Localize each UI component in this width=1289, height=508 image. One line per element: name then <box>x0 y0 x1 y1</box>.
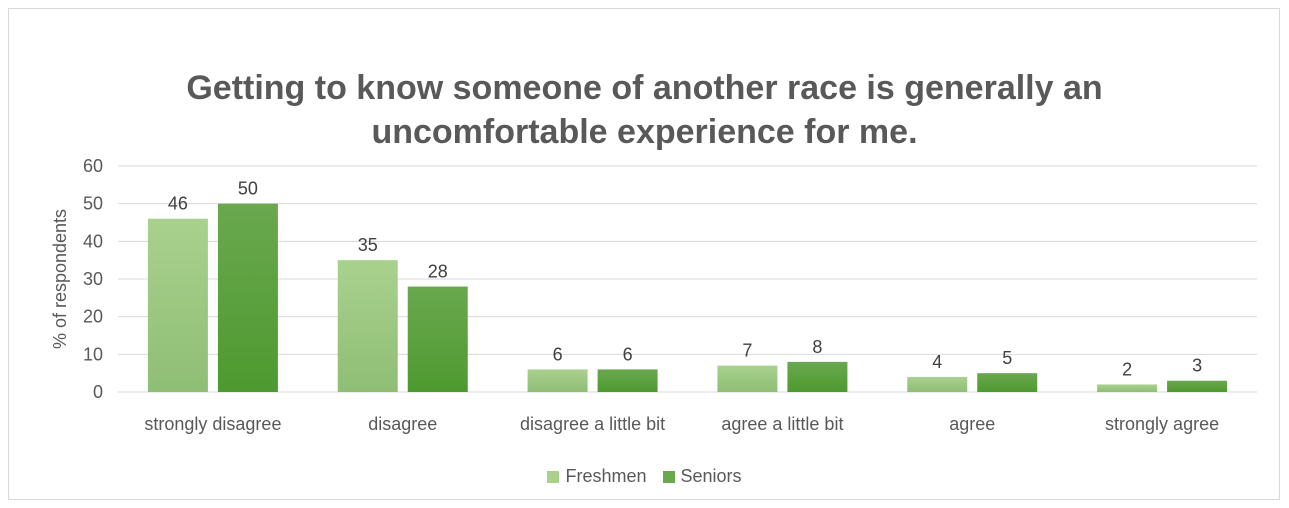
y-tick-label: 60 <box>83 156 103 176</box>
y-tick-label: 30 <box>83 269 103 289</box>
chart-title: Getting to know someone of another race … <box>0 66 1289 154</box>
y-tick-label: 20 <box>83 307 103 327</box>
legend-label-freshmen: Freshmen <box>565 466 647 486</box>
legend-swatch-freshmen <box>547 470 560 483</box>
legend-item-seniors: Seniors <box>662 466 742 487</box>
legend-swatch-seniors <box>662 470 675 483</box>
x-tick-label: agree a little bit <box>721 414 843 434</box>
bar-seniors <box>787 361 848 392</box>
data-label: 3 <box>1192 356 1202 376</box>
data-label: 28 <box>428 262 448 282</box>
bar-freshmen <box>907 376 968 392</box>
data-label: 6 <box>553 344 563 364</box>
bar-seniors <box>217 203 278 392</box>
bar-freshmen <box>1097 384 1158 392</box>
y-tick-label: 0 <box>93 382 103 402</box>
chart-title-line-2: uncomfortable experience for me. <box>371 113 918 151</box>
x-tick-label: agree <box>949 414 995 434</box>
chart-title-line-1: Getting to know someone of another race … <box>186 69 1103 107</box>
y-tick-label: 40 <box>83 231 103 251</box>
bar-seniors <box>977 373 1038 392</box>
x-tick-label: strongly disagree <box>144 414 281 434</box>
data-label: 8 <box>812 337 822 357</box>
data-label: 35 <box>358 235 378 255</box>
x-tick-label: disagree <box>368 414 437 434</box>
data-label: 6 <box>623 344 633 364</box>
y-axis-title: % of respondents <box>50 209 70 349</box>
data-label: 50 <box>238 179 258 199</box>
bar-freshmen <box>337 260 398 392</box>
data-label: 4 <box>932 352 942 372</box>
bar-seniors <box>407 286 468 392</box>
data-label: 46 <box>168 194 188 214</box>
legend-label-seniors: Seniors <box>680 466 742 486</box>
data-label: 7 <box>742 341 752 361</box>
y-tick-label: 50 <box>83 194 103 214</box>
legend-item-freshmen: Freshmen <box>547 466 647 487</box>
legend: Freshmen Seniors <box>0 466 1289 487</box>
bar-seniors <box>597 369 658 392</box>
data-label: 5 <box>1002 348 1012 368</box>
bar-freshmen <box>527 369 588 392</box>
bar-freshmen <box>147 218 208 392</box>
x-tick-label: disagree a little bit <box>520 414 665 434</box>
x-tick-label: strongly agree <box>1105 414 1219 434</box>
y-tick-label: 10 <box>83 344 103 364</box>
bar-freshmen <box>717 365 778 392</box>
bar-seniors <box>1167 380 1228 392</box>
data-label: 2 <box>1122 359 1132 379</box>
